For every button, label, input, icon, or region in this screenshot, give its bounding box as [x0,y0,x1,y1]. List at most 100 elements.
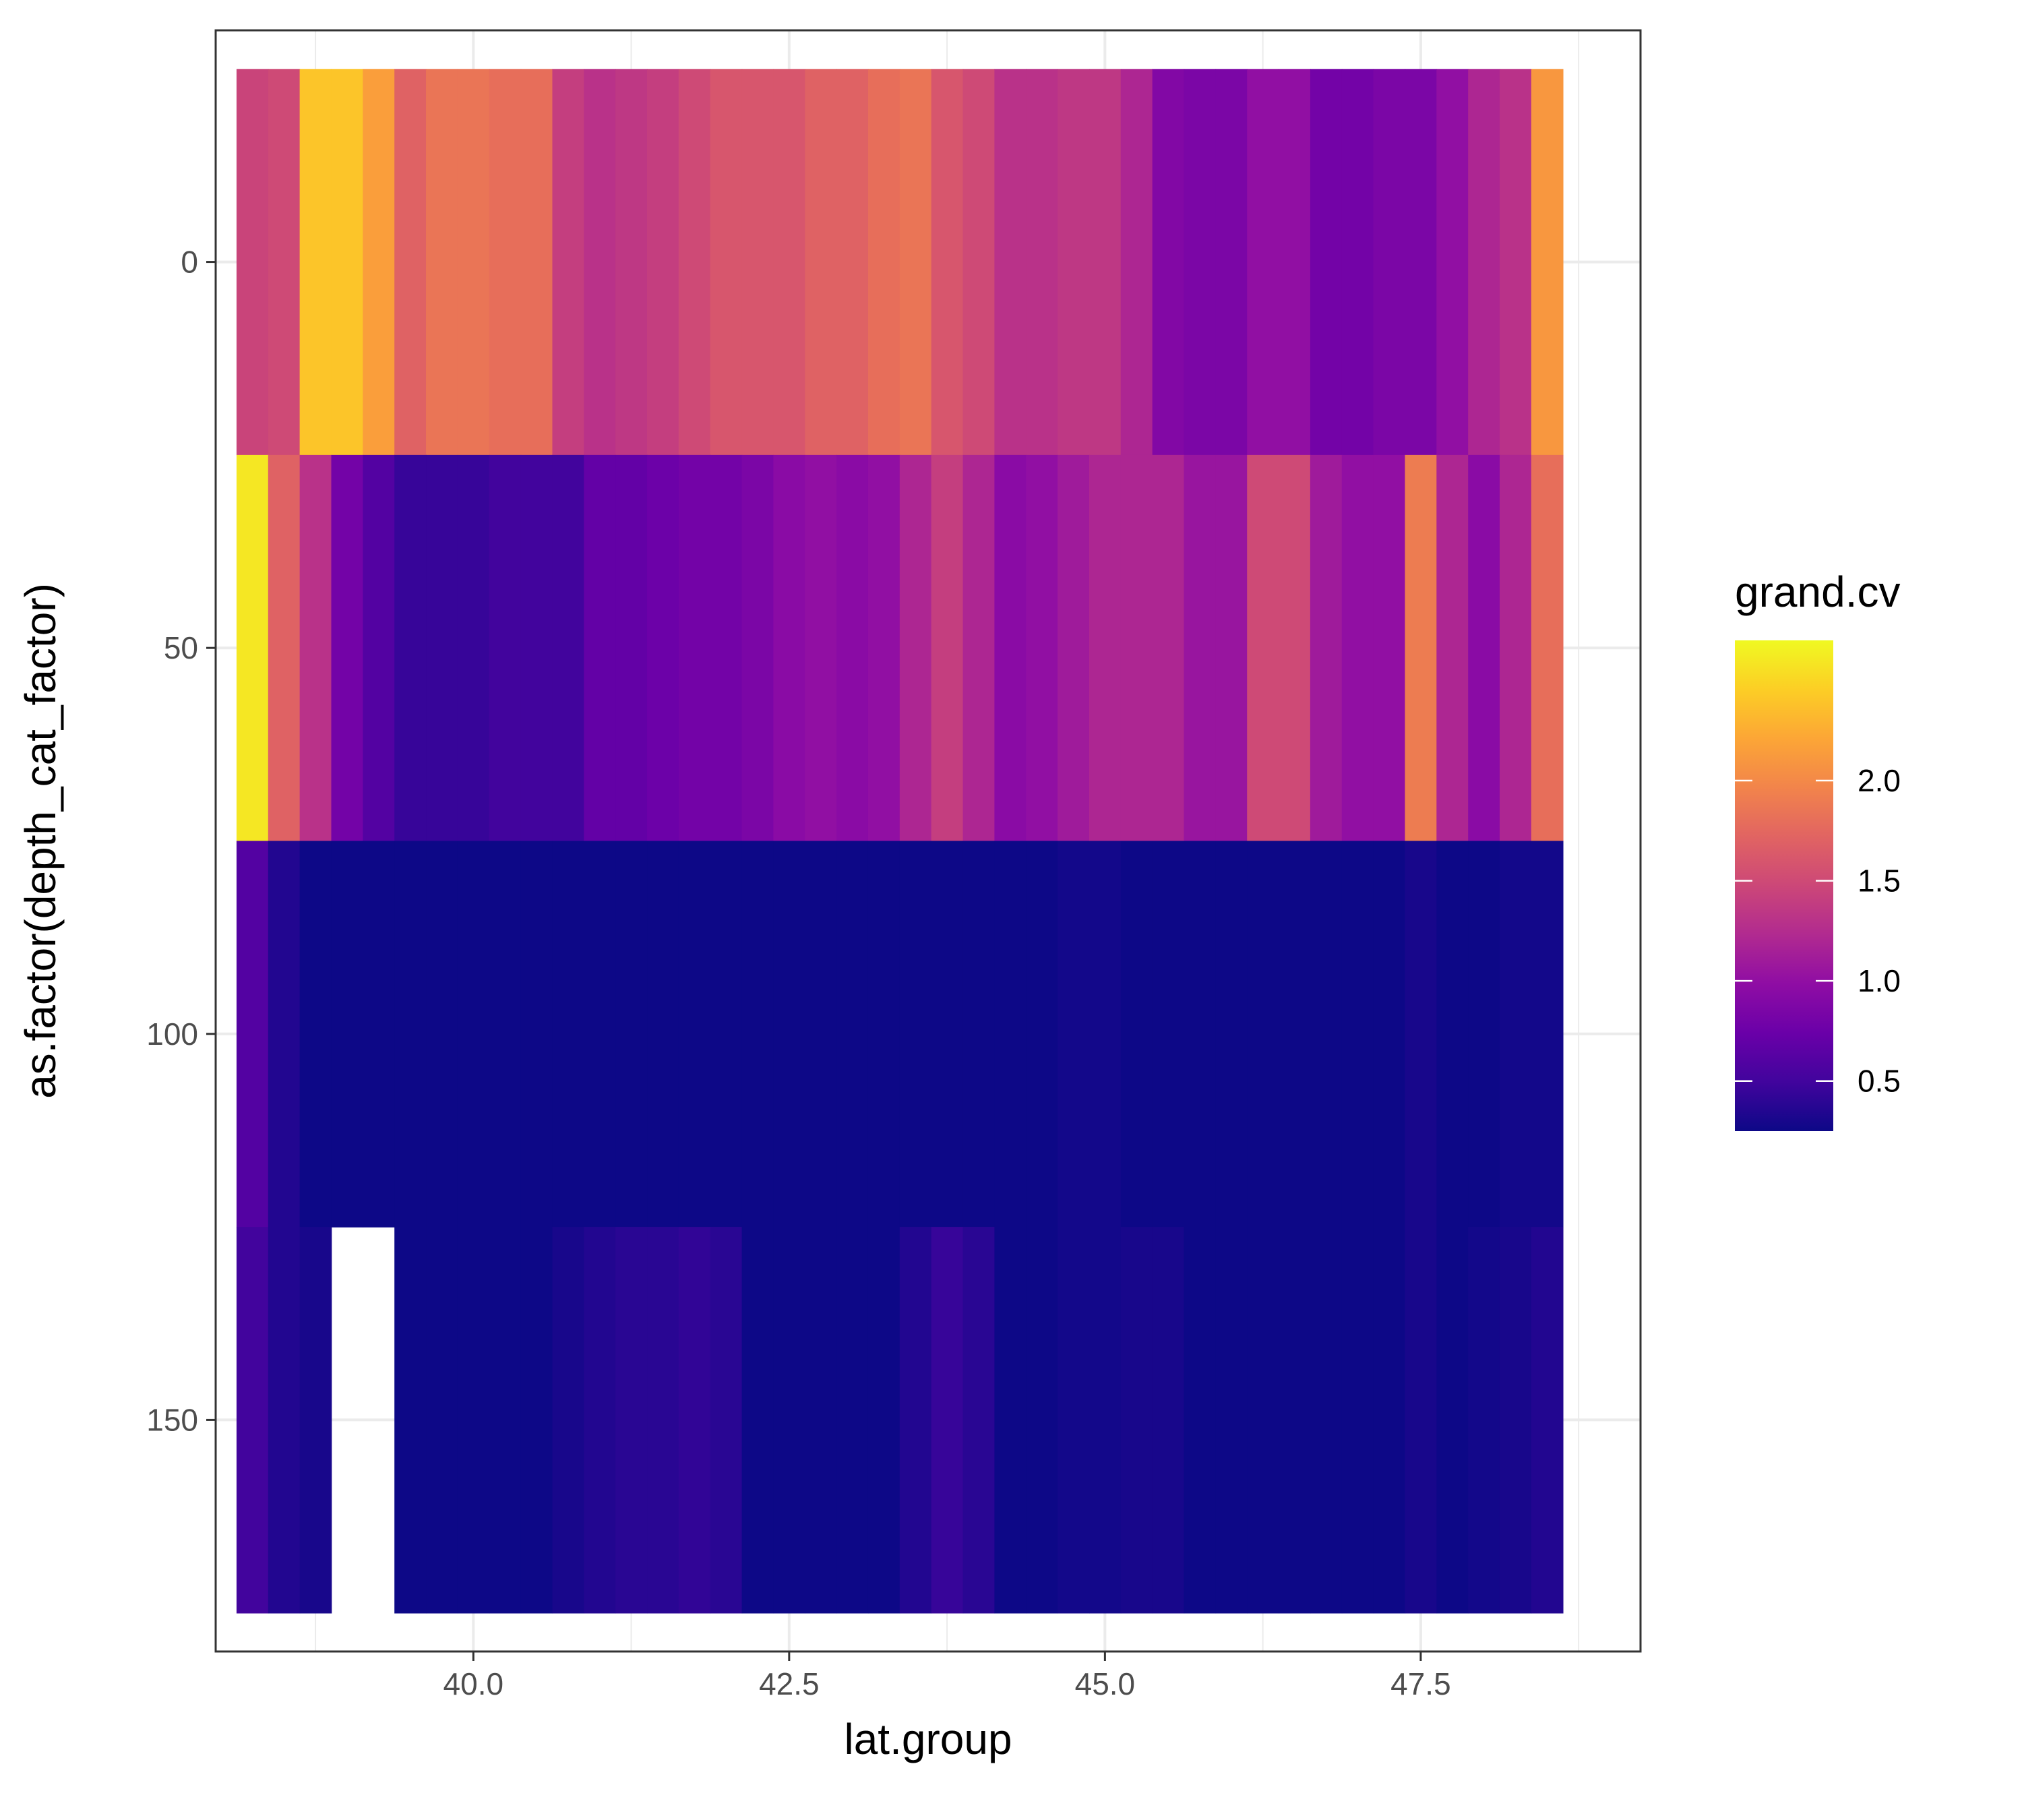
x-tick-label: 40.0 [443,1666,504,1701]
heatmap-tile [1500,841,1532,1227]
heatmap-tile [331,841,364,1227]
heatmap-tile [1026,454,1058,842]
colorbar-tick-label: 1.0 [1858,963,1901,998]
heatmap-tile [584,454,616,842]
x-axis-title: lat.group [844,1715,1012,1763]
heatmap-tile [1500,454,1532,842]
heatmap-tile [805,1227,837,1614]
heatmap-tile [615,454,648,842]
heatmap-tile [1405,1227,1438,1614]
heatmap-tile [647,69,679,456]
heatmap-tile [457,454,490,842]
heatmap-tile [805,454,837,842]
heatmap-tile [678,454,711,842]
heatmap-tile [1247,841,1279,1227]
heatmap-tile [741,1227,774,1614]
heatmap-tile [773,69,806,456]
heatmap-tile [363,841,395,1227]
heatmap-tile [236,841,269,1227]
heatmap-tile [520,69,553,456]
heatmap-tile [1026,841,1058,1227]
heatmap-tile [1279,454,1311,842]
heatmap-tile [773,841,806,1227]
heatmap-tile [426,454,458,842]
heatmap-tile [299,841,332,1227]
heatmap-tile [457,69,490,456]
heatmap-tile [678,841,711,1227]
heatmap-tile [1215,454,1248,842]
heatmap-tile [867,1227,900,1614]
heatmap-tile [710,841,743,1227]
heatmap-tile [426,841,458,1227]
heatmap-tile [1531,1227,1564,1614]
heatmap-tile [1310,69,1343,456]
heatmap-tile [1152,1227,1185,1614]
heatmap-tile [552,841,585,1227]
heatmap-tile [1531,454,1564,842]
heatmap-tile [1500,1227,1532,1614]
heatmap-tile [394,454,427,842]
heatmap-tile [363,69,395,456]
y-tick-label: 100 [146,1017,198,1052]
heatmap-tile [615,841,648,1227]
heatmap-tile [1436,1227,1469,1614]
colorbar-tick-label: 1.5 [1858,863,1901,899]
heatmap-tile [1089,1227,1122,1614]
heatmap-tile [236,454,269,842]
colorbar [1735,640,1833,1131]
heatmap-tile [268,841,301,1227]
heatmap-tile [962,841,995,1227]
heatmap-tile [710,1227,743,1614]
heatmap-tile [1215,69,1248,456]
heatmap-tile [1215,1227,1248,1614]
heatmap-tile [615,69,648,456]
heatmap-tile [867,69,900,456]
heatmap-tile [584,1227,616,1614]
heatmap-tile [836,841,869,1227]
heatmap-tile [1405,69,1438,456]
heatmap-tile [899,841,932,1227]
heatmap-tile [520,1227,553,1614]
heatmap-tile [899,454,932,842]
heatmap-tile [1026,69,1058,456]
heatmap-tile [1468,841,1500,1227]
heatmap-tile [710,454,743,842]
heatmap-tile [1120,69,1153,456]
x-axis: 40.0 42.5 45.0 47.5 [443,1651,1451,1701]
heatmap-tile [363,454,395,842]
heatmap-tile [1058,454,1090,842]
heatmap-tile [1436,454,1469,842]
heatmap-tile [647,841,679,1227]
heatmap-tile [426,69,458,456]
heatmap-tile [1468,1227,1500,1614]
heatmap-tile [836,454,869,842]
colorbar-tick-label: 2.0 [1858,763,1901,798]
heatmap-tile [236,1227,269,1614]
heatmap-tile [1152,841,1185,1227]
heatmap-tile [1184,69,1217,456]
heatmap-tile [1341,841,1374,1227]
heatmap-tile [584,69,616,456]
heatmap-tile [1468,454,1500,842]
heatmap-tile [994,841,1027,1227]
y-axis-title: as.factor(depth_cat_factor) [16,583,65,1099]
heatmap-tile [1373,1227,1406,1614]
x-tick-label: 42.5 [759,1666,820,1701]
heatmap-tile [394,69,427,456]
heatmap-tile [710,69,743,456]
heatmap-tile [1152,69,1185,456]
heatmap-tile [299,69,332,456]
heatmap-tile [1247,1227,1279,1614]
heatmap-tile [268,69,301,456]
heatmap-tile [1247,454,1279,842]
heatmap-tile [836,1227,869,1614]
heatmap-tile [1310,841,1343,1227]
heatmap-tile [805,69,837,456]
heatmap-tile [1373,69,1406,456]
heatmap-tile [1341,69,1374,456]
heatmap-tile [1120,841,1153,1227]
heatmap-tile [741,454,774,842]
colorbar-ticks: 0.5 1.0 1.5 2.0 [1735,763,1901,1099]
heatmap-tile [1436,69,1469,456]
heatmap-tile [552,1227,585,1614]
